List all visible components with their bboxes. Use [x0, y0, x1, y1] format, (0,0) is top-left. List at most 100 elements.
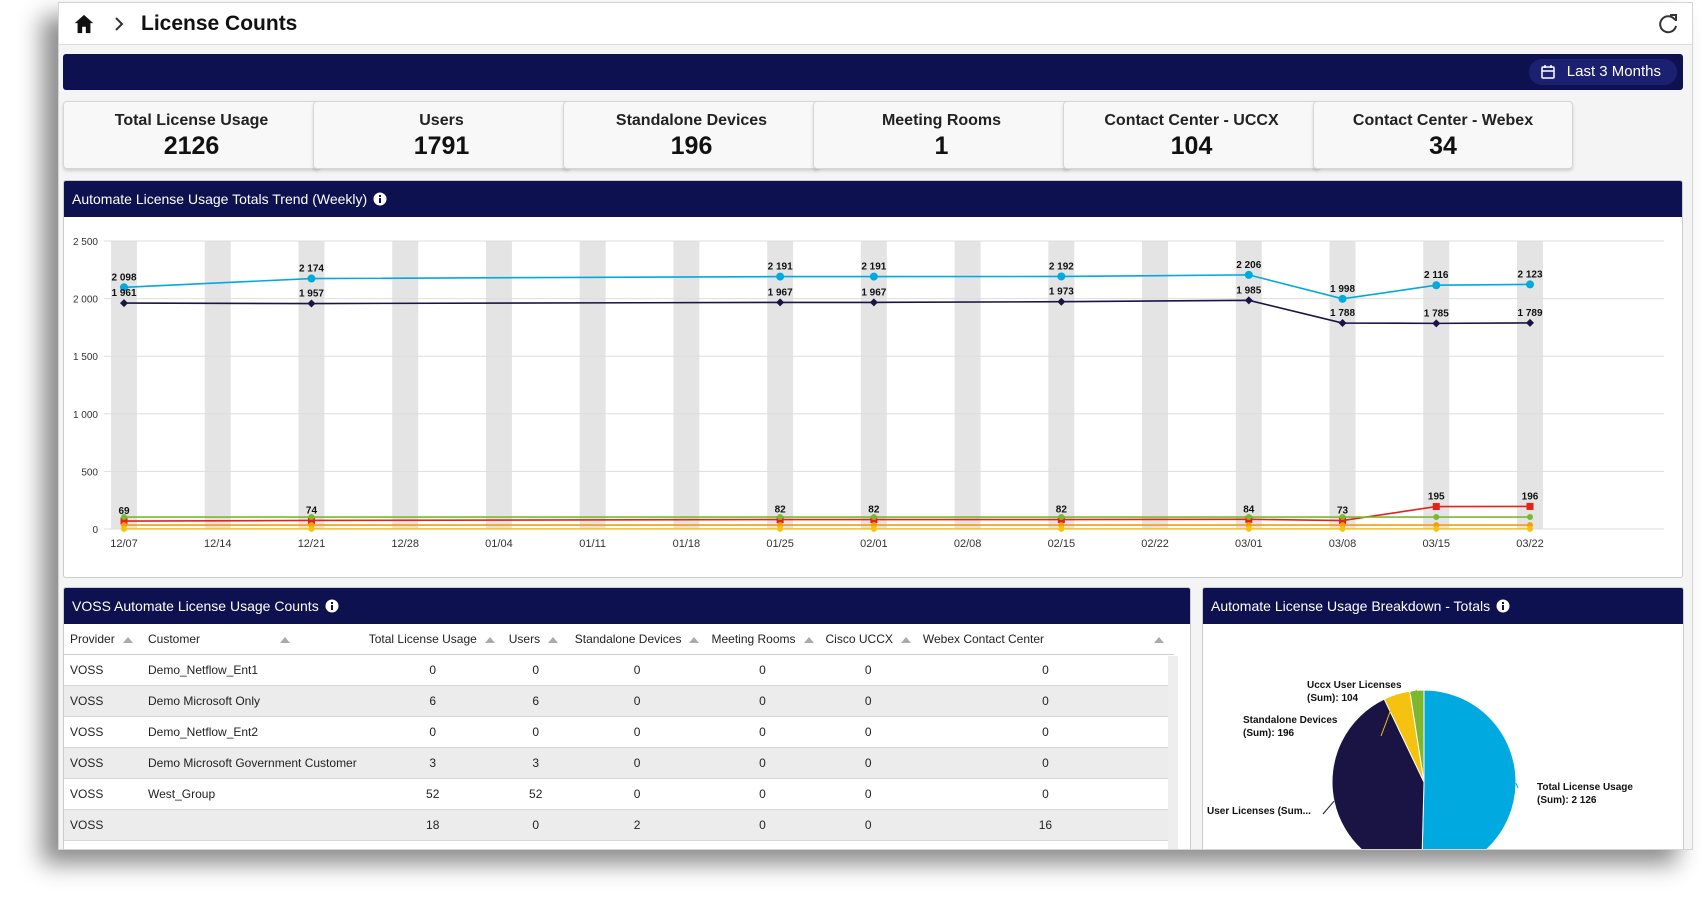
data-point[interactable]	[1339, 525, 1346, 532]
usage-table-panel: VOSS Automate License Usage Counts Provi…	[63, 587, 1191, 849]
column-header-users[interactable]: Users	[502, 624, 569, 655]
sort-icon[interactable]	[803, 636, 814, 643]
cell-users: 6	[502, 685, 569, 717]
data-point[interactable]	[1057, 272, 1066, 281]
week-band	[1329, 241, 1356, 529]
data-point[interactable]	[1057, 297, 1066, 306]
pie-slice[interactable]	[1331, 698, 1425, 850]
pie-slice[interactable]	[1421, 689, 1517, 850]
table-row[interactable]: VOSS West_Group 52 52 0 0 0 0	[64, 778, 1174, 810]
info-icon[interactable]	[373, 192, 387, 206]
data-point[interactable]	[1339, 517, 1347, 525]
week-band	[579, 241, 606, 529]
sort-icon[interactable]	[1154, 636, 1165, 643]
kpi-label: Users	[419, 112, 464, 129]
data-point[interactable]	[121, 514, 127, 521]
data-point[interactable]	[1245, 525, 1252, 532]
data-point[interactable]	[307, 299, 316, 308]
table-row[interactable]: VOSS Demo_Netflow_Ent2 0 0 0 0 0 0	[64, 716, 1174, 748]
data-point[interactable]	[1244, 270, 1253, 279]
data-point[interactable]	[870, 514, 877, 521]
data-point[interactable]	[1338, 294, 1347, 303]
data-point[interactable]	[307, 516, 315, 524]
data-point[interactable]	[1527, 525, 1533, 532]
data-point[interactable]	[776, 298, 785, 307]
data-point[interactable]	[1432, 503, 1440, 511]
table-row[interactable]: VOSS Demo Microsoft Government Customer …	[64, 747, 1174, 779]
data-point[interactable]	[120, 299, 128, 308]
sort-icon[interactable]	[122, 636, 133, 643]
data-point[interactable]	[1527, 514, 1533, 521]
cell-webex-contact-center: 16	[916, 809, 1174, 841]
table-row[interactable]: VOSS 18 0 2 0 0 16	[64, 809, 1174, 841]
data-point[interactable]	[870, 525, 877, 532]
table-scrollbar[interactable]	[1168, 656, 1178, 849]
table-row[interactable]: VOSS Demo_Netflow_Ent1 0 0 0 0 0 0	[64, 654, 1174, 686]
column-header-total-license-usage[interactable]: Total License Usage	[362, 624, 503, 655]
page-title: License Counts	[141, 12, 298, 35]
sort-icon[interactable]	[548, 636, 559, 643]
data-label: 74	[306, 505, 318, 516]
refresh-icon[interactable]	[1656, 12, 1680, 36]
data-point[interactable]	[1339, 514, 1346, 521]
breakdown-panel-title: Automate License Usage Breakdown - Total…	[1211, 598, 1491, 614]
column-header-webex-contact-center[interactable]: Webex Contact Center	[916, 624, 1174, 655]
table-row[interactable]: VOSS	[64, 840, 1174, 849]
data-point[interactable]	[1432, 319, 1441, 328]
data-point[interactable]	[869, 298, 878, 307]
data-point[interactable]	[1244, 296, 1253, 305]
column-header-standalone-devices[interactable]: Standalone Devices	[568, 624, 706, 655]
data-point[interactable]	[120, 283, 128, 292]
data-point[interactable]	[307, 274, 316, 283]
data-point[interactable]	[1526, 280, 1534, 289]
kpi-users[interactable]: Users 1791	[313, 101, 570, 169]
column-header-customer[interactable]: Customer	[142, 624, 363, 655]
data-point[interactable]	[308, 514, 315, 521]
data-point[interactable]	[1433, 525, 1440, 532]
x-tick-label: 02/22	[1141, 538, 1169, 550]
data-point[interactable]	[1245, 514, 1252, 521]
sort-icon[interactable]	[280, 636, 291, 643]
week-band	[673, 241, 700, 529]
kpi-meeting-rooms[interactable]: Meeting Rooms 1	[813, 101, 1070, 169]
data-point[interactable]	[1432, 281, 1441, 290]
data-point[interactable]	[1526, 318, 1534, 327]
sort-icon[interactable]	[484, 636, 495, 643]
column-header-meeting-rooms[interactable]: Meeting Rooms	[705, 624, 820, 655]
data-point[interactable]	[1338, 319, 1347, 328]
data-point[interactable]	[777, 514, 784, 521]
cell-cisco-uccx: 0	[819, 716, 917, 748]
column-label: Users	[508, 631, 541, 646]
cell-total-license-usage: 3	[362, 747, 503, 779]
kpi-total-license-usage[interactable]: Total License Usage 2126	[63, 101, 320, 169]
kpi-value: 196	[670, 132, 713, 160]
date-range-button[interactable]: Last 3 Months	[1528, 59, 1677, 85]
data-point[interactable]	[777, 525, 784, 532]
pie-slice[interactable]	[1409, 689, 1425, 783]
column-header-cisco-uccx[interactable]: Cisco UCCX	[819, 624, 917, 655]
cell-meeting-rooms: 0	[705, 809, 820, 841]
kpi-standalone-devices[interactable]: Standalone Devices 196	[563, 101, 820, 169]
kpi-contact-center-uccx[interactable]: Contact Center - UCCX 104	[1063, 101, 1320, 169]
data-point[interactable]	[869, 272, 878, 281]
kpi-label: Total License Usage	[114, 112, 269, 129]
data-point[interactable]	[308, 525, 315, 532]
data-point[interactable]	[776, 272, 785, 281]
table-row[interactable]: VOSS Demo Microsoft Only 6 6 0 0 0 0	[64, 685, 1174, 717]
data-point[interactable]	[1058, 514, 1065, 521]
info-icon[interactable]	[1496, 599, 1510, 613]
table-panel-header: VOSS Automate License Usage Counts	[64, 588, 1190, 624]
column-header-provider[interactable]: Provider	[64, 624, 142, 655]
y-tick-label: 2 000	[73, 295, 98, 306]
sort-icon[interactable]	[689, 636, 700, 643]
kpi-contact-center-webex[interactable]: Contact Center - Webex 34	[1313, 101, 1573, 169]
sort-icon[interactable]	[900, 636, 911, 643]
info-icon[interactable]	[325, 599, 339, 613]
data-point[interactable]	[1058, 525, 1065, 532]
data-point[interactable]	[1433, 514, 1440, 521]
data-point[interactable]	[1526, 502, 1534, 510]
cell-provider: VOSS	[64, 840, 142, 849]
home-icon[interactable]	[73, 13, 95, 35]
data-point[interactable]	[121, 525, 127, 532]
data-point[interactable]	[120, 517, 128, 525]
